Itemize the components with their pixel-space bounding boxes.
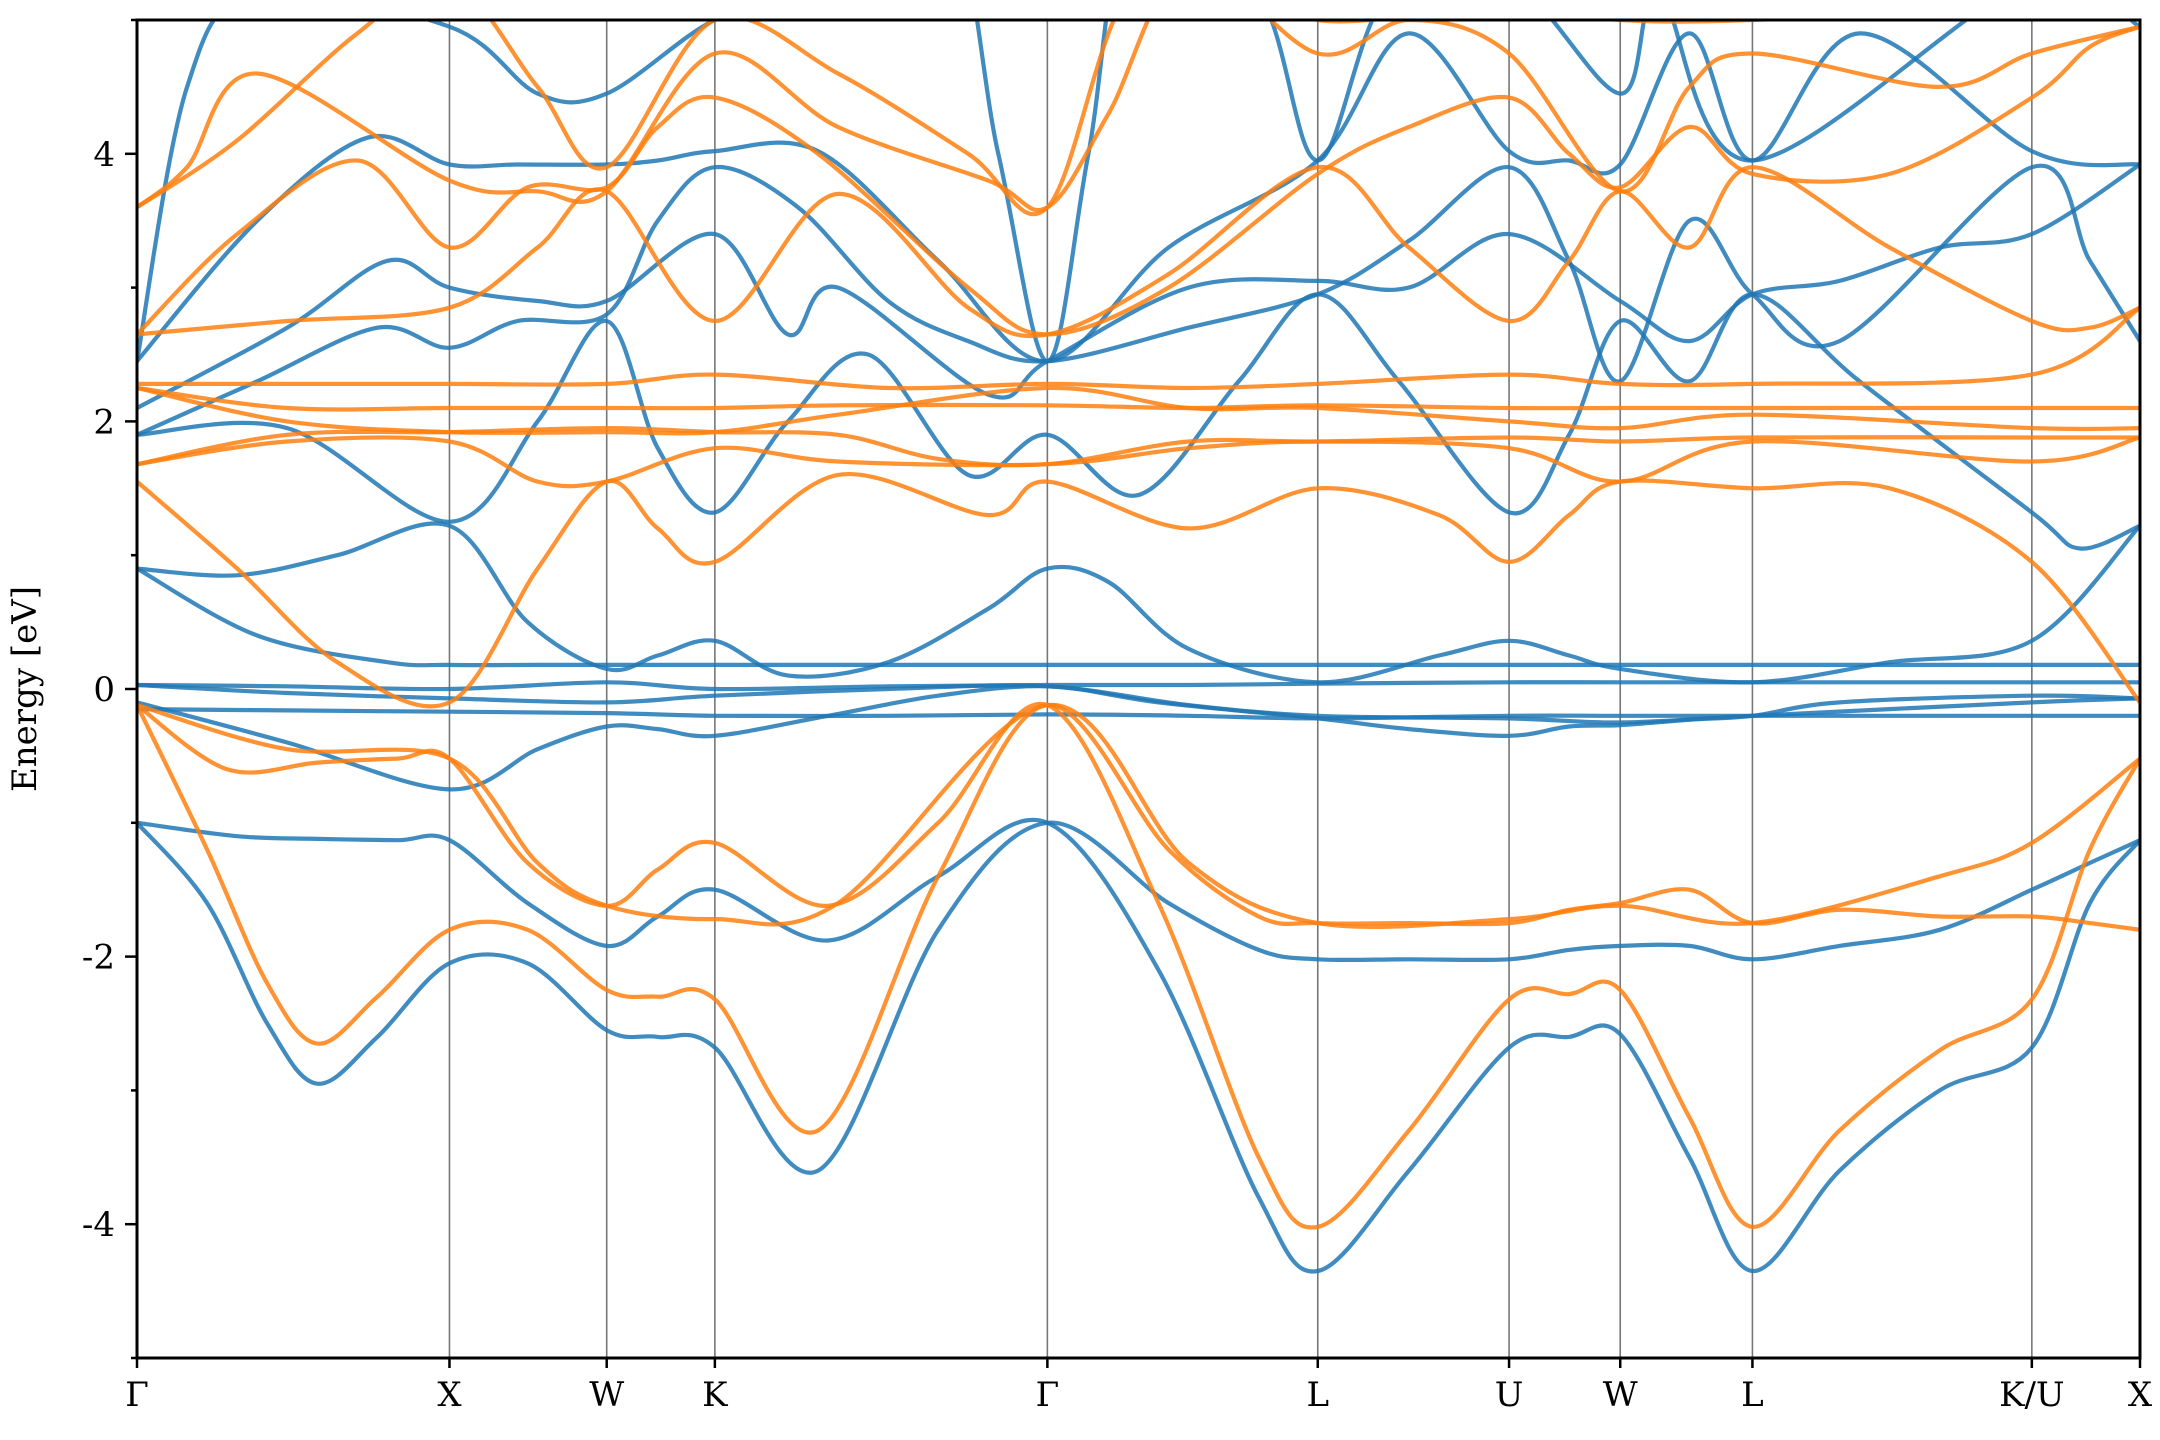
x-tick-label: K/U (1999, 1375, 2065, 1415)
x-tick-label: W (1603, 1375, 1638, 1415)
band-line-spin_b (137, 471, 2140, 709)
y-tick-label: 4 (93, 135, 115, 175)
y-tick-label: 2 (93, 402, 115, 442)
x-tick-label: Γ (125, 1375, 149, 1415)
band-line-spin_b (137, 385, 2140, 436)
x-tick-label: Γ (1036, 1375, 1060, 1415)
x-tick-label: L (1741, 1375, 1764, 1415)
band-line-spin_b (137, 165, 2140, 339)
y-axis-label: Energy [eV] (5, 586, 45, 792)
y-axis-ticks: -4 -2 0 2 4 (82, 18, 137, 1360)
band-line-spin_a (137, 20, 2140, 364)
band-lines (137, 20, 2140, 1274)
y-tick-label: 0 (93, 670, 115, 710)
band-line-spin_b (137, 24, 2140, 337)
band-line-spin_a (137, 684, 2140, 792)
band-line-spin_a (137, 566, 2140, 668)
y-tick-label: -4 (82, 1205, 115, 1245)
x-tick-label: W (589, 1375, 624, 1415)
x-tick-label: X (437, 1375, 462, 1415)
band-line-spin_a (137, 521, 2140, 685)
band-line-spin_b (137, 702, 2140, 930)
band-line-spin_b (137, 435, 2140, 489)
band-line-spin_b (137, 20, 2140, 213)
band-line-spin_b (137, 385, 2140, 412)
band-line-spin_a (137, 817, 2140, 1274)
x-tick-label: L (1306, 1375, 1329, 1415)
band-line-spin_a (137, 680, 2140, 692)
x-axis-ticks: Γ X W K Γ L U W L K/U X (125, 1358, 2153, 1415)
x-tick-label: U (1495, 1375, 1524, 1415)
band-line-spin_a (137, 707, 2140, 721)
band-line-spin_b (137, 305, 2140, 391)
band-line-spin_b (137, 702, 2140, 1135)
band-line-spin_a (137, 820, 2140, 1175)
x-tick-label: X (2128, 1375, 2153, 1415)
kpoint-lines (448, 20, 2033, 1358)
y-tick-label: -2 (82, 938, 115, 978)
band-line-spin_b (137, 701, 2140, 1230)
band-line-spin_a (137, 292, 2140, 551)
x-tick-label: K (702, 1375, 728, 1415)
band-line-spin_a (137, 163, 2140, 437)
band-line-spin_a (137, 162, 2140, 411)
